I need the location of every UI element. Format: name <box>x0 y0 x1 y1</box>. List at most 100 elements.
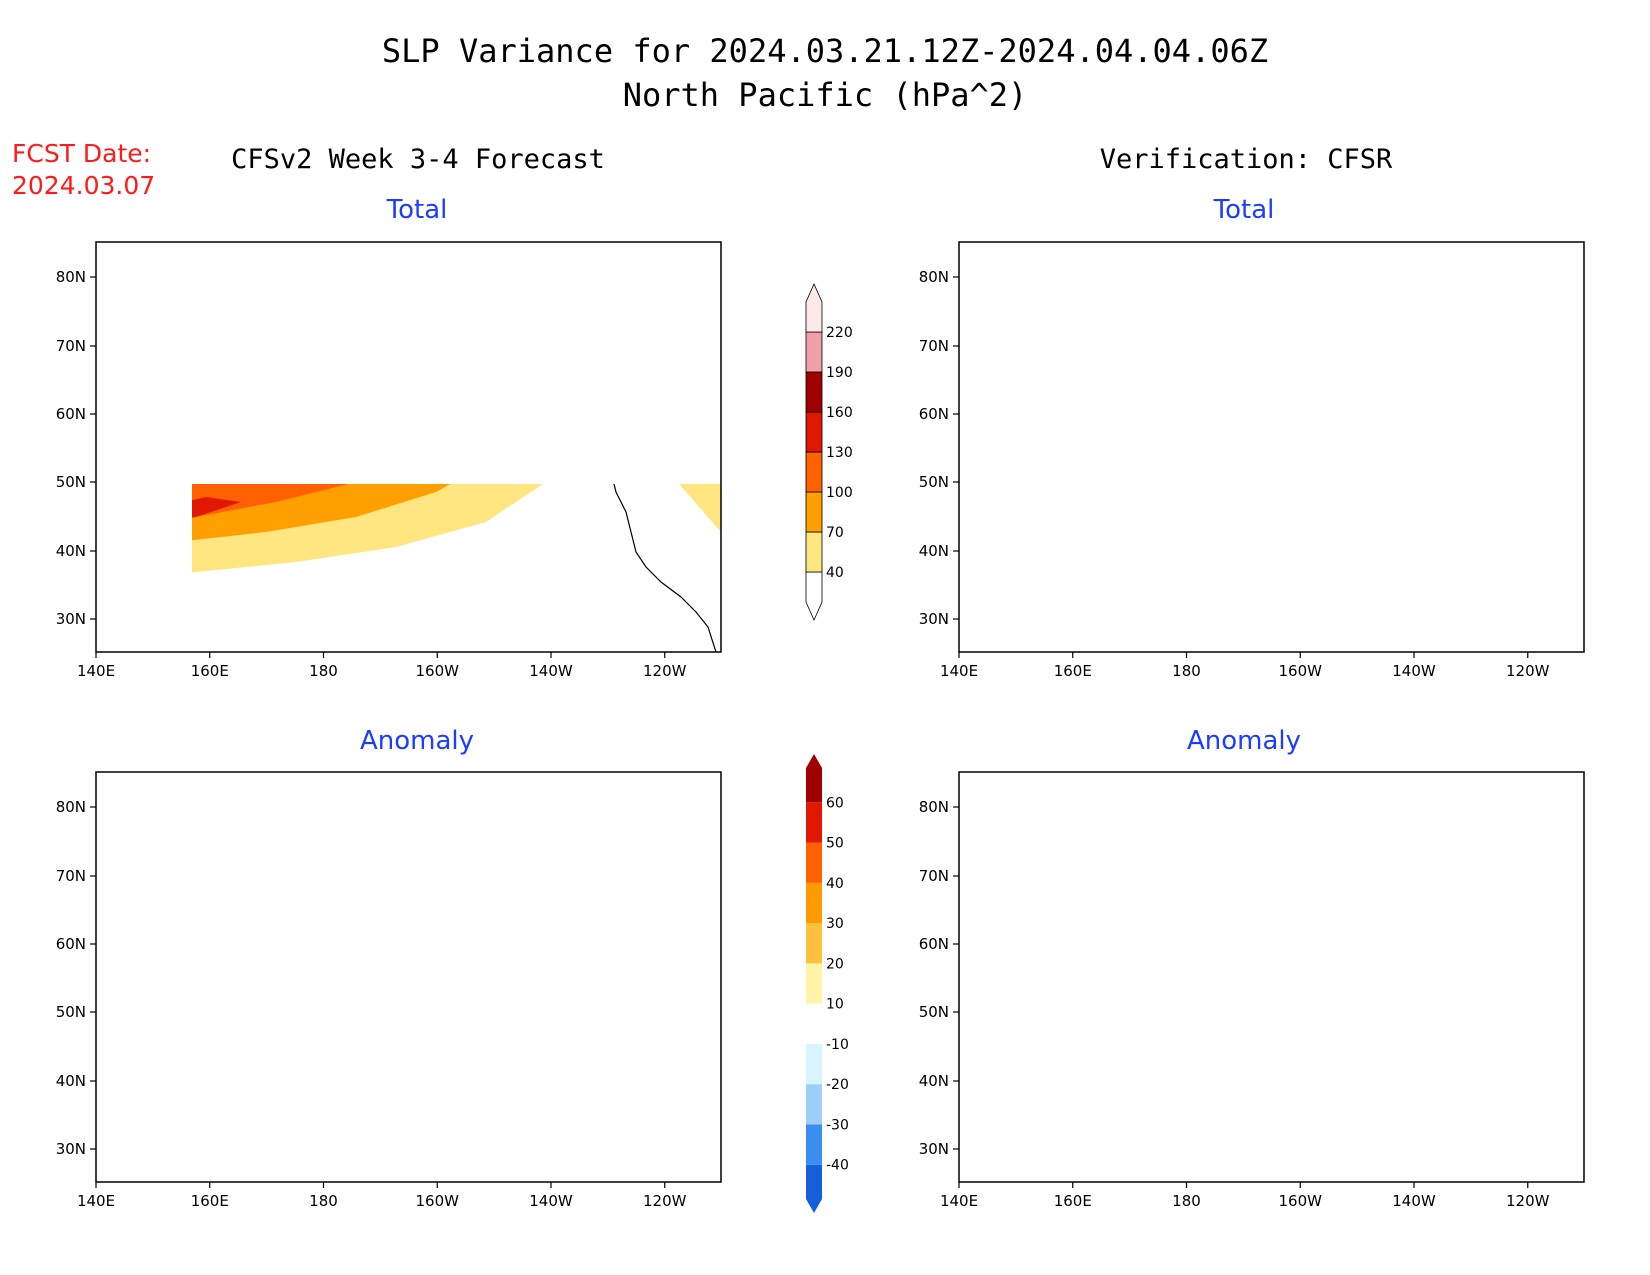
colorbar-total-label: 160 <box>826 405 853 421</box>
colorbar-segment <box>806 882 822 924</box>
lon-tick-label: 160W <box>1279 1192 1323 1210</box>
lon-tick-label: 120W <box>1506 662 1550 680</box>
colorbar-anomaly-label: 20 <box>826 956 844 972</box>
lat-tick-label: 70N <box>56 337 86 355</box>
lon-tick-label: 140W <box>529 1192 573 1210</box>
colorbar-anomaly-label: 10 <box>826 997 844 1013</box>
colorbar-segment <box>805 411 823 453</box>
colorbar-segment <box>806 1084 822 1125</box>
shade-100-130 <box>192 484 348 518</box>
lat-tick-label: 30N <box>56 610 86 628</box>
main-title-line2: North Pacific (hPa^2) <box>623 76 1028 114</box>
lat-tick-label: 40N <box>56 542 86 560</box>
colorbar-segment <box>805 371 823 413</box>
main-title-line1: SLP Variance for 2024.03.21.12Z-2024.04.… <box>382 32 1268 70</box>
axes-layer: 140E 160E 180 160W 140W 120W 80N 70N 60N 50N 40N 30… <box>56 268 1550 1210</box>
colorbar-segment <box>805 451 823 493</box>
colorbar-anomaly-label: -40 <box>826 1158 849 1174</box>
colorbar-segment <box>806 754 822 803</box>
lat-tick-label: 50N <box>56 473 86 491</box>
colorbar-segment <box>806 923 822 964</box>
lon-tick-label: 140E <box>940 662 978 680</box>
lat-tick-label: 80N <box>919 268 949 286</box>
lon-tick-label: 140W <box>1392 662 1436 680</box>
lon-tick-label: 160E <box>191 662 229 680</box>
colorbar-segment <box>805 531 823 573</box>
lon-tick-label: 140E <box>77 1192 115 1210</box>
panel-title-forecast-anomaly: Anomaly <box>360 726 474 756</box>
lon-tick-label: 140E <box>77 662 115 680</box>
panel-title-verification-total: Total <box>1213 195 1275 225</box>
lat-tick-label: 60N <box>56 935 86 953</box>
lon-tick-label: 160W <box>416 662 460 680</box>
colorbar-segment <box>805 571 823 621</box>
lon-tick-label: 140W <box>1392 1192 1436 1210</box>
colorbar-anomaly: -40 -30 -20 -10 10 20 30 40 50 60 <box>806 754 849 1213</box>
colorbar-total-label: 40 <box>826 565 844 581</box>
lat-tick-label: 30N <box>919 610 949 628</box>
colorbar-segment <box>806 1164 822 1213</box>
shade-130-160 <box>192 497 241 518</box>
lat-tick-label: 60N <box>919 935 949 953</box>
lon-tick-label: 140W <box>529 662 573 680</box>
lat-tick-label: 40N <box>56 1072 86 1090</box>
lat-tick-label: 40N <box>919 542 949 560</box>
colorbar-segment <box>805 491 823 533</box>
lon-tick-label: 120W <box>643 1192 687 1210</box>
map-panel-verification-anomaly <box>958 771 1585 1183</box>
lon-tick-label: 160E <box>1054 1192 1092 1210</box>
lon-tick-label: 160W <box>416 1192 460 1210</box>
lat-tick-label: 30N <box>56 1140 86 1158</box>
colorbar-segment <box>805 331 823 373</box>
fcst-date-label: FCST Date: <box>12 139 151 168</box>
colorbar-anomaly-label: 30 <box>826 916 844 932</box>
colorbar-anomaly-label: 60 <box>826 795 844 811</box>
lat-tick-label: 40N <box>919 1072 949 1090</box>
map-panel-verification-total <box>958 241 1585 653</box>
left-column-header: CFSv2 Week 3-4 Forecast <box>231 144 605 175</box>
lat-tick-label: 80N <box>919 798 949 816</box>
map-panel-forecast-anomaly <box>95 771 722 1183</box>
colorbar-anomaly-label: -30 <box>826 1117 849 1133</box>
lon-tick-label: 180 <box>1172 1192 1201 1210</box>
colorbar-total-label: 190 <box>826 365 853 381</box>
colorbar-segment <box>805 283 823 333</box>
lat-tick-label: 50N <box>56 1003 86 1021</box>
colorbar-segment <box>806 842 822 883</box>
colorbar-anomaly-label: -10 <box>826 1037 849 1053</box>
colorbar-segment <box>806 1124 822 1165</box>
lat-tick-label: 60N <box>56 405 86 423</box>
lon-tick-label: 120W <box>643 662 687 680</box>
colorbar-segment <box>806 1003 822 1044</box>
lon-tick-label: 160W <box>1279 662 1323 680</box>
map-panel-forecast-total <box>95 241 722 653</box>
lat-tick-label: 30N <box>919 1140 949 1158</box>
lat-tick-label: 50N <box>919 1003 949 1021</box>
lat-tick-label: 80N <box>56 268 86 286</box>
colorbar-total-label: 100 <box>826 485 853 501</box>
fcst-date-value: 2024.03.07 <box>12 171 155 200</box>
lon-tick-label: 180 <box>309 662 338 680</box>
panel-title-forecast-total: Total <box>386 195 448 225</box>
lat-tick-label: 80N <box>56 798 86 816</box>
colorbar-total-label: 220 <box>826 325 853 341</box>
lon-tick-label: 180 <box>1172 662 1201 680</box>
colorbar-total: 40 70 100 130 160 190 220 <box>805 283 853 621</box>
colorbar-total-label: 130 <box>826 445 853 461</box>
lon-tick-label: 120W <box>1506 1192 1550 1210</box>
lat-tick-label: 70N <box>919 867 949 885</box>
colorbar-anomaly-label: 50 <box>826 836 844 852</box>
colorbar-segment <box>806 1043 822 1085</box>
colorbar-segment <box>806 963 822 1004</box>
colorbar-total-label: 70 <box>826 525 844 541</box>
lat-tick-label: 60N <box>919 405 949 423</box>
lat-tick-label: 70N <box>56 867 86 885</box>
lat-tick-label: 50N <box>919 473 949 491</box>
lon-tick-label: 160E <box>191 1192 229 1210</box>
colorbar-anomaly-label: 40 <box>826 876 844 892</box>
colorbar-anomaly-label: -20 <box>826 1077 849 1093</box>
lon-tick-label: 160E <box>1054 662 1092 680</box>
lon-tick-label: 180 <box>309 1192 338 1210</box>
lat-tick-label: 70N <box>919 337 949 355</box>
